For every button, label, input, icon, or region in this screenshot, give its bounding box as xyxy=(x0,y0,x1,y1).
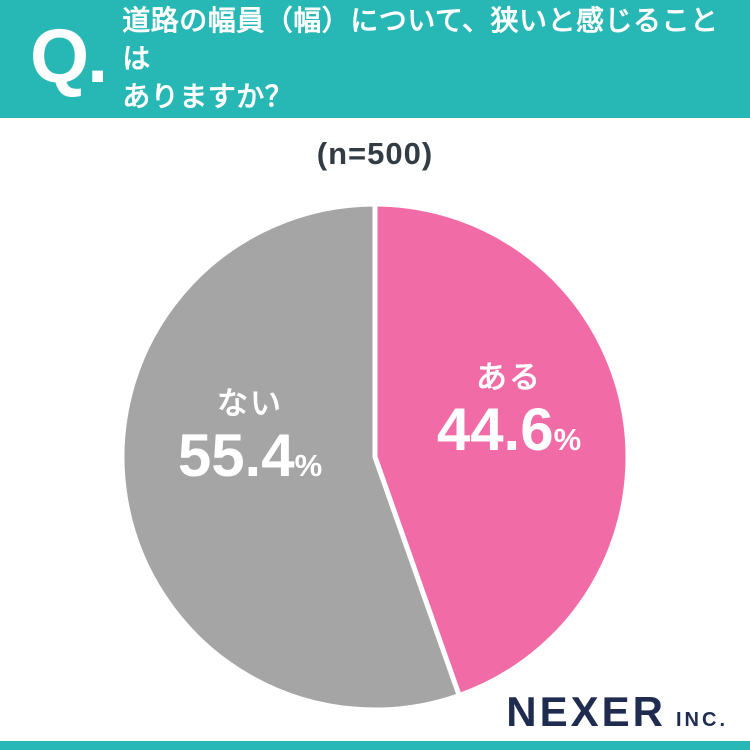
sample-size-label: (n=500) xyxy=(316,136,434,171)
brand-suffix: INC. xyxy=(676,709,728,731)
question-line-2: ありますか？ xyxy=(122,81,294,112)
slice-value-yes: 44.6% xyxy=(436,396,582,463)
brand-logo: NEXER INC. xyxy=(506,688,728,736)
percent-sign: % xyxy=(553,422,582,457)
question-line-1: 道路の幅員（幅）について、狭いと感じることは xyxy=(122,5,719,74)
bottom-accent-bar xyxy=(0,741,750,750)
slice-label-yes: ある 44.6% xyxy=(437,352,581,463)
q-mark: Q. xyxy=(30,14,108,99)
question-header: Q. 道路の幅員（幅）について、狭いと感じることは ありますか？ xyxy=(0,0,750,118)
brand-name: NEXER xyxy=(506,688,666,735)
percent-sign: % xyxy=(294,448,323,483)
slice-name-yes: ある xyxy=(475,360,542,395)
pie-slice-0 xyxy=(372,201,631,699)
slice-name-no: ない xyxy=(216,386,283,421)
slice-label-no: ない 55.4% xyxy=(178,378,322,489)
question-text: 道路の幅員（幅）について、狭いと感じることは ありますか？ xyxy=(122,2,726,116)
pie-slice-1 xyxy=(119,201,462,713)
slice-value-no: 55.4% xyxy=(177,422,323,489)
